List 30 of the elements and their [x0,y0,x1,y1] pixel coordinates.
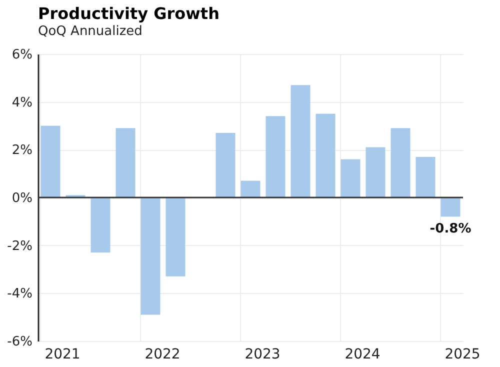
x-tick-label: 2022 [144,346,180,362]
bar [166,198,186,276]
annotation: -0.8% [430,222,472,237]
x-tick-label: 2025 [444,346,480,362]
bar [316,114,336,198]
y-tick-label: 2% [12,143,32,158]
bar [366,147,386,198]
chart-subtitle: QoQ Annualized [38,24,142,39]
y-tick-label: 0% [12,191,32,206]
bar [340,159,360,198]
y-tick-label: 6% [12,48,32,62]
bar [290,85,310,198]
bar [266,116,286,198]
bar [116,128,136,198]
bar [390,128,410,198]
bar [40,126,60,198]
chart-title: Productivity Growth [38,4,220,23]
x-tick-label: 2021 [44,346,80,362]
bar [240,180,260,198]
bar [416,156,436,198]
x-tick-label: 2024 [344,346,380,362]
bar [440,198,460,217]
bar [140,198,160,315]
y-tick-label: -6% [7,334,32,350]
y-tick-label: -2% [7,238,32,254]
x-tick-label: 2023 [244,346,280,362]
bar [216,132,236,198]
y-tick-label: 4% [12,95,32,110]
bar [90,198,110,253]
y-tick-label: -4% [7,286,32,302]
